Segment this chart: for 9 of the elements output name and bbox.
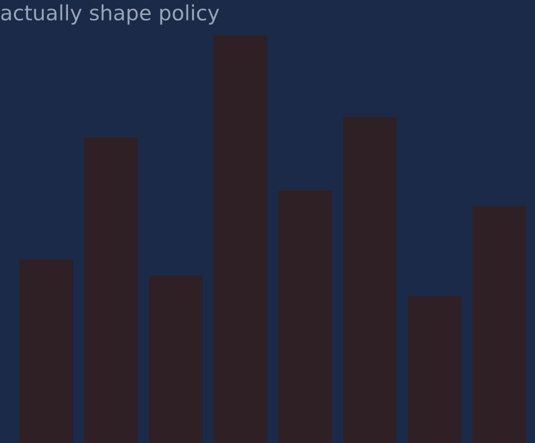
bar — [472, 206, 526, 443]
chart-title: actually shape policy — [1, 4, 220, 25]
bar — [278, 190, 332, 443]
bar — [148, 276, 203, 443]
bar — [19, 260, 74, 443]
bar — [343, 116, 397, 443]
bar — [214, 35, 268, 443]
bar — [84, 137, 138, 443]
bar — [408, 296, 462, 443]
